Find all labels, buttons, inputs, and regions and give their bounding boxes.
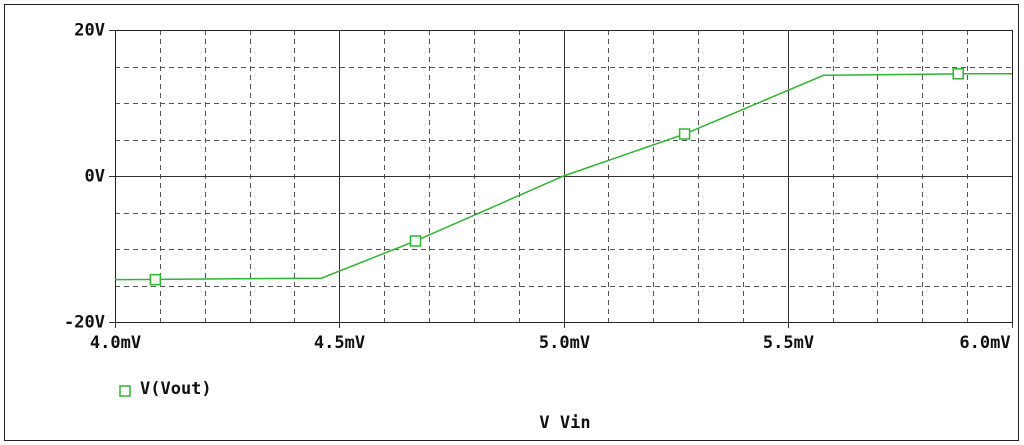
legend-marker	[119, 385, 131, 397]
legend-label: V(Vout)	[140, 379, 212, 399]
series-marker	[149, 273, 162, 286]
series-marker	[678, 128, 691, 140]
series-marker	[409, 235, 422, 247]
series-marker	[952, 68, 964, 80]
y-tick-label: 20V	[74, 21, 105, 41]
x-tick-label: 4.0mV	[90, 333, 141, 353]
plot-frame	[115, 30, 1013, 323]
series-line	[114, 73, 1012, 281]
x-axis-label: V Vin	[539, 413, 590, 433]
y-tick-label: 0V	[85, 167, 105, 187]
x-tick-label: 4.5mV	[314, 333, 365, 353]
x-tick-label: 6.0mV	[959, 333, 1010, 353]
y-tick-label: -20V	[64, 313, 105, 333]
outer-frame	[4, 4, 1019, 441]
x-tick-label: 5.0mV	[539, 333, 590, 353]
x-tick-label: 5.5mV	[763, 333, 814, 353]
